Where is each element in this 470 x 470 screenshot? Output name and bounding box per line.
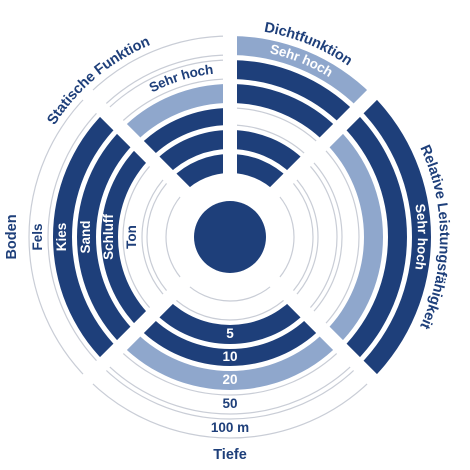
statische-funktion-ring-4 (138, 108, 230, 158)
statische-funktion-ring-3 (121, 84, 230, 143)
dichtfunktion-ring-1 (230, 36, 373, 109)
relative-leistungsfaehigkeit-sehr-hoch: Sehr hoch (413, 203, 431, 271)
boden-ring-4 (100, 145, 151, 329)
tiefe-label-1: 100 m (211, 420, 249, 435)
gap-45 (256, 83, 384, 211)
tiefe-ring-5 (154, 299, 306, 344)
tiefe-ring-3 (121, 331, 339, 390)
gap-135 (256, 263, 384, 391)
boden-ring-3 (77, 128, 136, 346)
boden-ring-2 (53, 111, 119, 363)
tiefe-title: Tiefe (213, 447, 247, 463)
tiefe-label-2: 50 (222, 396, 237, 411)
gap-225 (76, 263, 204, 391)
relative-leistungsfaehigkeit-ring-2 (341, 111, 407, 363)
dichtfunktion-ring-3 (230, 84, 339, 143)
dichtfunktion-ring-2 (230, 60, 356, 126)
boden-title: Boden (4, 214, 20, 259)
center-disk (194, 201, 266, 273)
statische-funktion-ring-5 (154, 130, 230, 175)
dichtfunktion-ring-6 (230, 154, 289, 192)
tiefe-label-3: 20 (222, 372, 237, 387)
boden-label-kies: Kies (54, 223, 69, 252)
tiefe-ring-4 (138, 316, 322, 367)
boden-label-ton: Ton (124, 225, 139, 249)
relative-leistungsfaehigkeit-ring-3 (324, 128, 383, 346)
dichtfunktion-ring-5 (230, 130, 306, 175)
gap-315 (76, 83, 204, 211)
statische-funktion-ring-6 (171, 154, 230, 192)
boden-label-schluff: Schluff (101, 214, 116, 260)
tiefe-label-4: 10 (222, 349, 237, 364)
boden-label-fels: Fels (30, 223, 45, 250)
relative-leistungsfaehigkeit-ring-1 (358, 94, 431, 380)
boden-label-sand: Sand (78, 220, 93, 253)
tiefe-label-5: 5 (226, 326, 234, 341)
